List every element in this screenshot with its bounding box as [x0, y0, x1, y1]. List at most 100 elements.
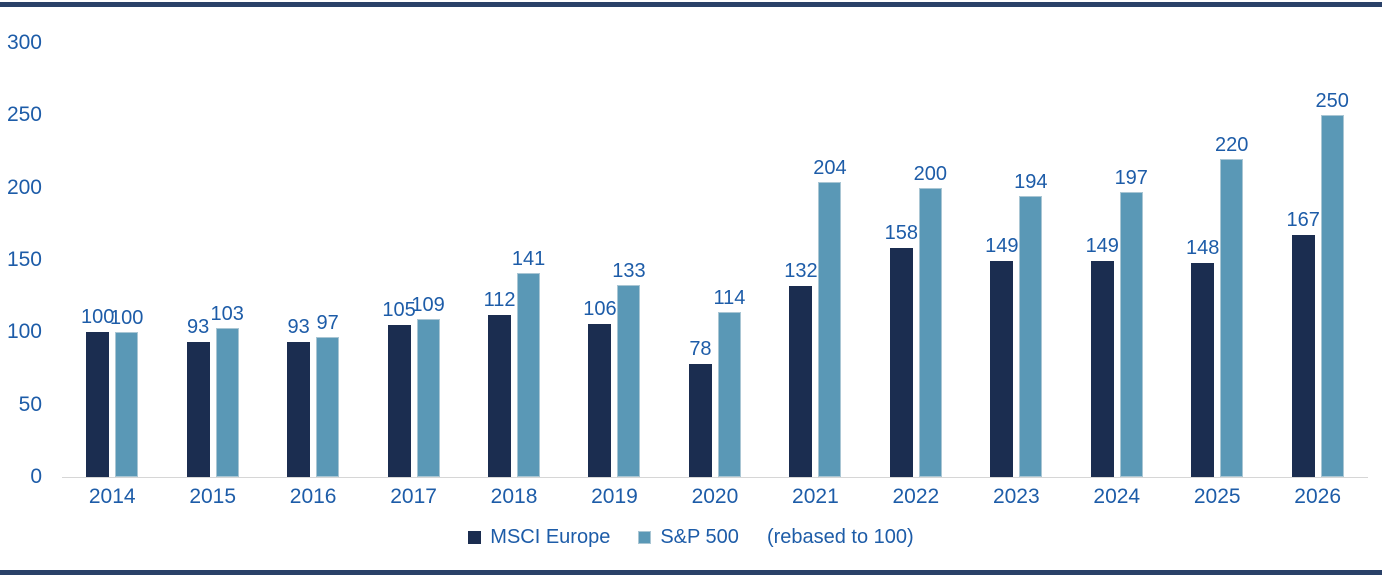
bar-msci-europe-2020: 78: [688, 338, 712, 477]
bar-msci-europe-2022: 158: [885, 222, 918, 477]
year-group-2014: 100 100 2014: [81, 43, 143, 509]
y-tick-label-50: 50: [18, 392, 42, 416]
bars-2021: 132 204: [784, 43, 847, 477]
bar-msci-europe-2015: 93: [186, 316, 210, 477]
bar-s-p-500-2022: 200: [914, 163, 947, 477]
y-tick-label-100: 100: [6, 320, 42, 344]
legend-item-s-p-500: S&P 500: [638, 526, 739, 549]
bar-msci-europe-2014: 100: [81, 306, 114, 477]
bar-value-label: 194: [1014, 171, 1048, 193]
y-tick-label-150: 150: [6, 248, 42, 271]
year-group-2024: 149 197 2024: [1086, 43, 1148, 509]
legend-item-msci-europe: MSCI Europe: [468, 526, 610, 549]
bar-s-p-500-2014: 100: [110, 307, 143, 477]
bar-value-label: 200: [913, 163, 948, 185]
bar-groups: 100 100 2014 93 103 2015 93 97 2016 105 109 2017 112…: [62, 43, 1368, 509]
bars-2023: 149 194: [985, 43, 1047, 477]
bar-value-label: 220: [1215, 134, 1249, 156]
bar-s-p-500-2019: 133: [612, 260, 646, 477]
x-axis-label-2024: 2024: [1093, 485, 1141, 508]
year-group-2020: 78 114 2020: [688, 43, 745, 509]
year-group-2026: 167 250 2026: [1286, 43, 1349, 509]
x-axis-label-2023: 2023: [992, 485, 1040, 508]
bar-value-label: 78: [689, 338, 712, 360]
x-axis-label-2022: 2022: [892, 485, 940, 508]
legend-label-s-p-500: S&P 500: [660, 525, 739, 548]
bar-s-p-500-2018: 141: [512, 248, 545, 477]
x-axis-label-2025: 2025: [1193, 485, 1241, 508]
bars-2019: 106 133: [583, 43, 646, 477]
bar-value-label: 149: [1085, 235, 1119, 257]
bar-msci-europe-2021: 132: [784, 260, 818, 477]
bar-s-p-500-2015: 103: [210, 303, 244, 477]
x-axis-label-2016: 2016: [289, 485, 337, 508]
bar-value-label: 93: [187, 316, 210, 338]
x-axis-label-2020: 2020: [691, 485, 739, 508]
y-tick-label-250: 250: [6, 103, 42, 127]
bar-value-label: 100: [81, 306, 115, 328]
bar-s-p-500-2023: 194: [1014, 171, 1047, 477]
bars-2022: 158 200: [885, 43, 947, 477]
bar-value-label: 204: [813, 157, 847, 179]
x-axis-label-2015: 2015: [189, 485, 237, 508]
bar-value-label: 105: [382, 299, 416, 321]
x-axis-label-2026: 2026: [1294, 485, 1342, 508]
bars-2015: 93 103: [186, 43, 244, 477]
bar-value-label: 100: [110, 307, 144, 329]
bars-2026: 167 250: [1286, 43, 1349, 477]
bar-value-label: 158: [884, 222, 919, 244]
year-group-2017: 105 109 2017: [382, 43, 445, 509]
bar-s-p-500-2025: 220: [1215, 134, 1248, 477]
bar-msci-europe-2023: 149: [985, 235, 1018, 477]
plot-area: 100 100 2014 93 103 2015 93 97 2016 105 109 2017 112…: [62, 43, 1368, 509]
y-tick-label-300: 300: [6, 31, 42, 54]
bar-value-label: 106: [583, 298, 617, 320]
y-tick-label-200: 200: [6, 175, 42, 199]
bar-msci-europe-2016: 93: [287, 316, 311, 477]
bar-value-label: 197: [1114, 167, 1148, 189]
bar-msci-europe-2024: 149: [1086, 235, 1119, 477]
bars-2025: 148 220: [1186, 43, 1248, 477]
bar-value-label: 114: [713, 287, 746, 309]
legend-label-msci-europe: MSCI Europe: [490, 525, 611, 548]
bar-s-p-500-2026: 250: [1315, 90, 1349, 477]
x-axis-label-2019: 2019: [591, 485, 638, 508]
bars-2018: 112 141: [484, 43, 545, 477]
bar-msci-europe-2026: 167: [1286, 209, 1320, 477]
bar-msci-europe-2017: 105: [382, 299, 416, 477]
legend-swatch-msci-europe: [468, 530, 482, 544]
bars-2016: 93 97: [287, 43, 340, 477]
legend-note: (rebased to 100): [766, 525, 914, 548]
bar-s-p-500-2016: 97: [316, 312, 340, 477]
bar-value-label: 149: [985, 235, 1019, 257]
bars-2014: 100 100: [81, 43, 143, 477]
bar-s-p-500-2021: 204: [813, 157, 847, 477]
bar-value-label: 109: [411, 294, 445, 316]
year-group-2023: 149 194 2023: [985, 43, 1047, 509]
legend-swatch-s-p-500: [638, 530, 652, 544]
bar-s-p-500-2020: 114: [713, 287, 745, 477]
bar-msci-europe-2025: 148: [1186, 237, 1219, 477]
bar-msci-europe-2019: 106: [583, 298, 617, 477]
bar-value-label: 250: [1315, 90, 1349, 112]
y-tick-label-0: 0: [30, 465, 42, 488]
x-axis-label-2014: 2014: [88, 485, 136, 508]
x-axis-label-2018: 2018: [490, 485, 538, 508]
year-group-2016: 93 97 2016: [287, 43, 340, 509]
bar-value-label: 97: [316, 312, 339, 334]
bars-2017: 105 109: [382, 43, 445, 477]
bar-s-p-500-2017: 109: [411, 294, 445, 477]
y-axis: 0 50 100 150 200 250 300: [0, 31, 42, 488]
year-group-2025: 148 220 2025: [1186, 43, 1248, 509]
year-group-2019: 106 133 2019: [583, 43, 646, 509]
bar-value-label: 141: [511, 248, 546, 270]
x-axis-label-2021: 2021: [792, 485, 839, 508]
bottom-rule: [0, 570, 1382, 575]
year-group-2021: 132 204 2021: [784, 43, 847, 509]
bar-msci-europe-2018: 112: [484, 289, 515, 477]
bars-2020: 78 114: [688, 43, 745, 477]
legend: MSCI Europe S&P 500 (rebased to 100): [0, 524, 1382, 550]
legend-items: MSCI Europe S&P 500: [468, 526, 739, 549]
bar-value-label: 133: [612, 260, 646, 282]
